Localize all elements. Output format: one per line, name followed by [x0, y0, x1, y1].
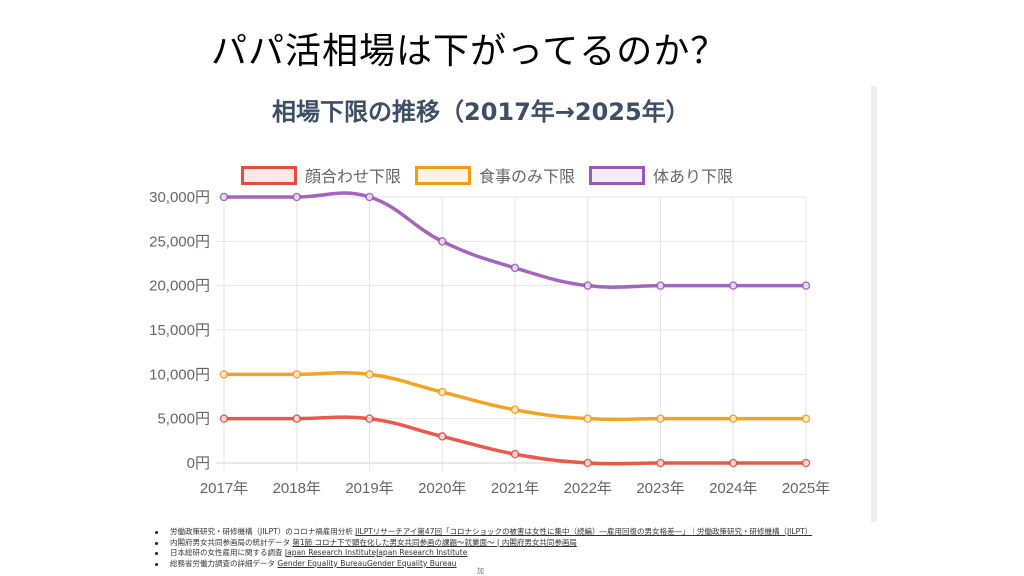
legend-label: 顔合わせ下限 [305, 167, 402, 186]
data-point [365, 370, 374, 379]
data-point [656, 281, 665, 290]
data-point [583, 458, 592, 468]
data-point [292, 414, 301, 423]
x-tick-label: 2017年 [200, 480, 248, 497]
footnote-char: 加 [477, 567, 484, 575]
x-tick-label: 2022年 [564, 480, 612, 497]
x-tick-label: 2019年 [345, 480, 393, 497]
legend-item-with-body[interactable]: 体あり下限 [589, 163, 733, 187]
data-point [438, 237, 447, 246]
data-point [583, 281, 592, 290]
legend-swatch [415, 165, 472, 185]
y-tick-label: 15,000円 [149, 322, 210, 339]
data-point [510, 405, 520, 415]
x-tick-label: 2023年 [636, 480, 684, 497]
data-point [510, 263, 520, 273]
data-point [583, 414, 592, 423]
scrollbar[interactable] [871, 86, 877, 522]
legend-label: 食事のみ下限 [479, 167, 576, 186]
series-2 [219, 191, 811, 290]
source-item: 日本総研の女性雇用に関する調査 Japan Research Institute… [150, 548, 812, 559]
y-tick-label: 25,000円 [149, 233, 210, 250]
series-0 [219, 414, 811, 468]
data-point [438, 432, 447, 441]
legend-label: 体あり下限 [653, 167, 734, 186]
data-point [801, 281, 811, 290]
data-point [292, 370, 301, 379]
x-tick-label: 2018年 [273, 480, 321, 497]
y-axis-ticks: 0円 5,000円 10,000円 15,000円 20,000円 25,000円 30,0… [149, 189, 210, 472]
y-tick-label: 10,000円 [149, 366, 210, 383]
source-link[interactable]: JILPTリサーチアイ第47回「コロナショックの被害は女性に集中（続編）―雇用回… [355, 527, 813, 536]
x-tick-label: 2020年 [418, 480, 466, 497]
data-point [219, 370, 229, 379]
legend-swatch [241, 165, 297, 185]
chart-legend: 顔合わせ下限 食事のみ下限 体あり下限 [241, 162, 747, 188]
y-tick-label: 30,000円 [149, 189, 210, 206]
data-point [219, 414, 229, 423]
series-layer [219, 191, 811, 468]
data-point [219, 192, 229, 202]
y-tick-label: 5,000円 [157, 411, 210, 428]
data-point [365, 192, 374, 202]
source-link[interactable]: Gender Equality BureauGender Equality Bu… [277, 558, 457, 568]
source-item: 内閣府男女共同参画局の統計データ 第1節 コロナ下で顕在化した男女共同参画の課題… [150, 538, 812, 549]
data-point [365, 414, 374, 423]
x-tick-label: 2024年 [709, 480, 757, 497]
chart-title: 相場下限の推移（2017年→2025年） [272, 98, 690, 126]
data-point [292, 192, 301, 202]
data-point [729, 414, 738, 423]
source-item: 総務省労働力調査の詳細データ Gender Equality BureauGen… [150, 559, 812, 570]
data-point [510, 449, 520, 459]
legend-item-face-meeting[interactable]: 顔合わせ下限 [241, 163, 401, 187]
x-tick-label: 2025年 [782, 480, 830, 497]
source-link[interactable]: Japan Research InstituteJapan Research I… [284, 548, 468, 557]
grid-layer [216, 196, 807, 471]
data-point [656, 414, 665, 423]
data-point [801, 414, 811, 423]
y-tick-label: 0円 [187, 455, 210, 472]
series-1 [219, 370, 811, 423]
legend-item-meal-only[interactable]: 食事のみ下限 [415, 163, 575, 187]
source-link[interactable]: 第1節 コロナ下で顕在化した男女共同参画の課題～就業面～ | 内閣府男女共同参画… [292, 537, 577, 547]
legend-swatch [589, 165, 646, 185]
sources-list: 労働政策研究・研修機構（JILPT）のコロナ禍雇用分析 JILPTリサーチアイ第… [150, 527, 812, 569]
x-tick-label: 2021年 [491, 480, 539, 497]
data-point [729, 281, 738, 290]
page-heading: パパ活相場は下がってるのか？ [211, 31, 728, 72]
data-point [656, 458, 665, 468]
source-item: 労働政策研究・研修機構（JILPT）のコロナ禍雇用分析 JILPTリサーチアイ第… [150, 527, 812, 538]
data-point [729, 458, 738, 468]
data-point [438, 387, 447, 397]
data-point [801, 458, 811, 468]
x-axis-ticks: 2017年 2018年 2019年 2020年 2021年 2022年 2023年 2024年… [200, 480, 830, 497]
y-tick-label: 20,000円 [149, 278, 210, 295]
